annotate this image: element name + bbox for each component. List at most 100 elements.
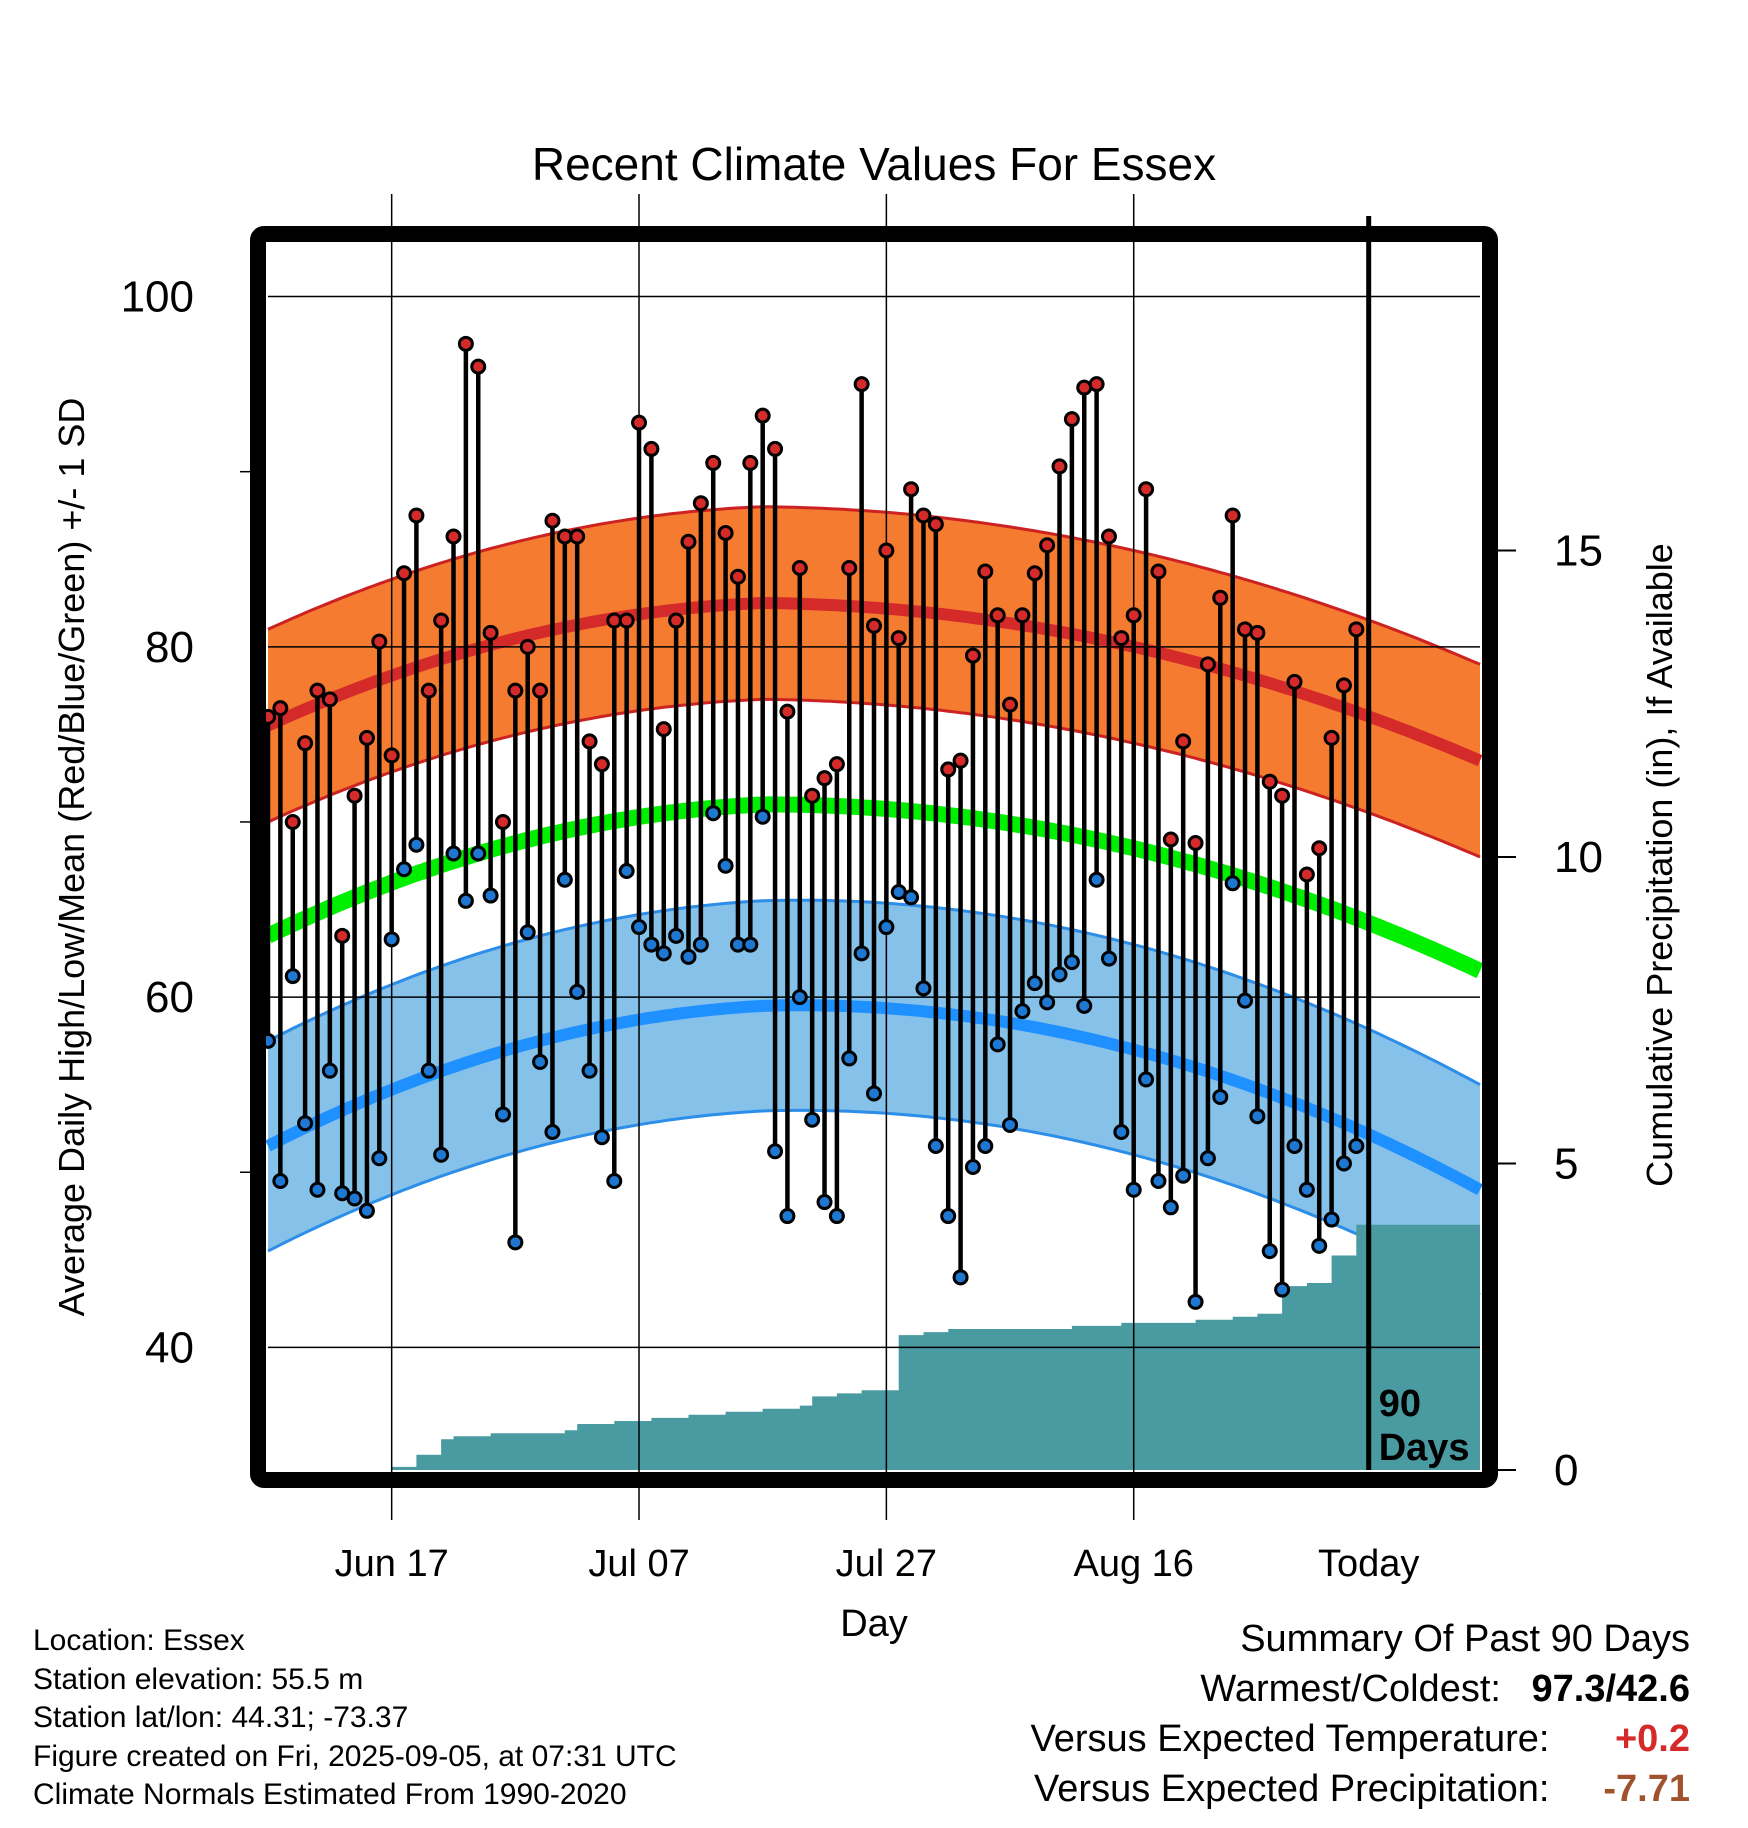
daily-high-point xyxy=(643,440,660,457)
daily-high-point xyxy=(754,407,771,424)
daily-high-point xyxy=(1100,528,1117,545)
daily-high-point xyxy=(272,700,289,717)
summary-panel: Summary Of Past 90 Days Warmest/Coldest:… xyxy=(1031,1614,1690,1814)
daily-high-point xyxy=(396,565,413,582)
daily-low-point xyxy=(767,1143,784,1160)
y-axis-label: Average Daily High/Low/Mean (Red/Blue/Gr… xyxy=(51,398,92,1317)
summary-temperature-value: +0.2 xyxy=(1614,1718,1690,1760)
daily-high-point xyxy=(569,528,586,545)
daily-low-point xyxy=(1348,1137,1365,1154)
y2-axis-label: Cumulative Precipitation (in), If Availa… xyxy=(1639,543,1680,1187)
daily-low-point xyxy=(1199,1150,1216,1167)
daily-high-point xyxy=(903,481,920,498)
daily-high-point xyxy=(494,813,511,830)
daily-low-point xyxy=(1039,994,1056,1011)
daily-high-point xyxy=(1088,376,1105,393)
daily-low-point xyxy=(903,889,920,906)
daily-low-point xyxy=(1113,1123,1130,1140)
info-created: Figure created on Fri, 2025-09-05, at 07… xyxy=(33,1739,677,1773)
daily-high-point xyxy=(1286,673,1303,690)
y2-tick-label-15: 15 xyxy=(1554,527,1603,576)
daily-high-point xyxy=(457,335,474,352)
daily-low-point xyxy=(396,861,413,878)
daily-high-point xyxy=(779,703,796,720)
daily-high-point xyxy=(791,560,808,577)
summary-warmest-row: Warmest/Coldest: 97.3/42.6 xyxy=(1031,1664,1690,1714)
daily-low-point xyxy=(1051,966,1068,983)
daily-high-point xyxy=(717,524,734,541)
daily-high-point xyxy=(853,376,870,393)
daily-low-point xyxy=(1100,950,1117,967)
y2-tick-label-10: 10 xyxy=(1554,833,1603,882)
daily-low-point xyxy=(445,845,462,862)
daily-high-point xyxy=(544,512,561,529)
daily-high-point xyxy=(989,607,1006,624)
daily-low-point xyxy=(556,871,573,888)
daily-high-point xyxy=(1323,729,1340,746)
daily-high-point xyxy=(940,761,957,778)
daily-low-point xyxy=(593,1129,610,1146)
daily-low-point xyxy=(532,1053,549,1070)
daily-high-point xyxy=(1150,563,1167,580)
daily-high-point xyxy=(1187,834,1204,851)
daily-high-point xyxy=(519,638,536,655)
daily-low-point xyxy=(705,805,722,822)
daily-low-point xyxy=(717,857,734,874)
daily-low-point xyxy=(457,892,474,909)
daily-low-point xyxy=(420,1062,437,1079)
daily-high-point xyxy=(1261,773,1278,790)
y-tick-label-100: 100 xyxy=(121,273,194,322)
daily-high-point xyxy=(1348,621,1365,638)
plot-frame xyxy=(250,226,1498,1488)
daily-low-point xyxy=(383,931,400,948)
daily-low-point xyxy=(680,948,697,965)
daily-low-point xyxy=(1224,875,1241,892)
daily-high-point xyxy=(977,563,994,580)
daily-low-point xyxy=(1274,1281,1291,1298)
summary-temperature-label: Versus Expected Temperature: xyxy=(1030,1718,1550,1760)
daily-low-point xyxy=(1298,1181,1315,1198)
summary-warmest-value: 97.3/42.6 xyxy=(1531,1668,1690,1710)
daily-low-point xyxy=(952,1269,969,1286)
summary-title: Summary Of Past 90 Days xyxy=(1240,1618,1690,1660)
daily-high-point xyxy=(309,682,326,699)
summary-precipitation-label: Versus Expected Precipitation: xyxy=(1034,1768,1550,1810)
daily-high-point xyxy=(705,454,722,471)
daily-low-point xyxy=(569,983,586,1000)
daily-high-point xyxy=(964,647,981,664)
daily-high-point xyxy=(631,414,648,431)
daily-low-point xyxy=(1237,992,1254,1009)
daily-high-point xyxy=(729,568,746,585)
daily-high-point xyxy=(804,787,821,804)
daily-low-point xyxy=(692,936,709,953)
daily-high-point xyxy=(507,682,524,699)
daily-low-point xyxy=(866,1085,882,1102)
summary-temperature-row: Versus Expected Temperature: +0.2 xyxy=(1031,1714,1690,1764)
daily-low-point xyxy=(779,1208,796,1225)
days-marker-label-1: Days xyxy=(1379,1427,1470,1469)
daily-high-point xyxy=(482,624,499,641)
daily-high-point xyxy=(1175,733,1192,750)
daily-high-point xyxy=(952,752,969,769)
daily-low-point xyxy=(1088,871,1105,888)
summary-warmest-label: Warmest/Coldest: xyxy=(1200,1668,1501,1710)
daily-high-point xyxy=(841,560,858,577)
daily-low-point xyxy=(804,1111,821,1128)
daily-low-point xyxy=(408,836,425,853)
daily-high-point xyxy=(1113,630,1130,647)
high-band-upper-edge xyxy=(267,505,1481,666)
daily-high-point xyxy=(878,542,895,559)
daily-low-point xyxy=(272,1173,289,1190)
daily-high-point xyxy=(408,507,425,524)
daily-high-point xyxy=(1051,458,1068,475)
daily-low-point xyxy=(655,945,672,962)
daily-high-point xyxy=(445,528,462,545)
daily-high-point xyxy=(1026,565,1043,582)
daily-low-point xyxy=(1014,1003,1031,1020)
daily-low-point xyxy=(1187,1293,1204,1310)
daily-high-point xyxy=(334,927,351,944)
daily-high-point xyxy=(1138,481,1155,498)
info-latlon: Station lat/lon: 44.31; -73.37 xyxy=(33,1701,409,1734)
daily-low-point xyxy=(1286,1137,1303,1154)
daily-low-point xyxy=(1150,1173,1167,1190)
